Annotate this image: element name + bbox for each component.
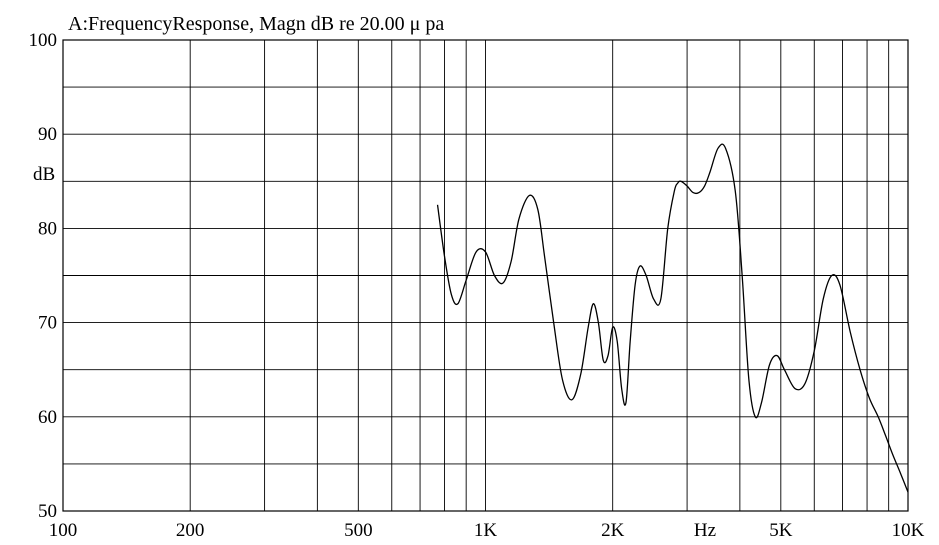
plot-frame [62,39,909,512]
series-line [436,143,908,493]
y-tick-label: 60 [38,407,57,428]
x-tick-label: 10K [892,520,925,541]
x-axis-label: Hz [694,520,716,541]
y-axis-tick-labels: 50 60 70 80 90 100 [29,30,58,522]
x-tick-label: 5K [769,520,793,541]
y-tick-label: 50 [38,501,57,522]
x-tick-label: 500 [344,520,373,541]
x-tick-label: 200 [176,520,205,541]
x-tick-label: 100 [49,520,78,541]
y-axis-label: dB [33,164,55,185]
y-tick-label: 80 [38,218,57,239]
y-tick-label: 100 [29,30,58,51]
y-tick-label: 70 [38,313,57,334]
x-axis-tick-labels: 100 200 500 1K 2K 5K 10K [49,520,925,541]
x-tick-label: 2K [601,520,625,541]
x-tick-label: 1K [474,520,498,541]
chart-title: A:FrequencyResponse, Magn dB re 20.00 μ … [68,13,444,35]
y-tick-label: 90 [38,124,57,145]
series-group [436,143,908,493]
chart-grid [63,40,908,511]
